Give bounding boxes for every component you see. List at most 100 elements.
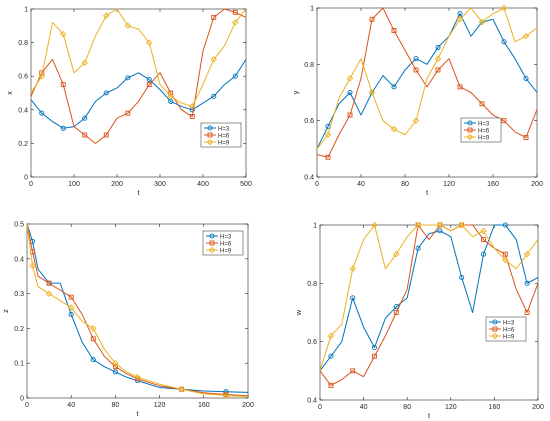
x-tick-label: 100 — [68, 181, 80, 188]
data-point — [232, 19, 239, 26]
y-tick-label: 0 — [20, 396, 24, 403]
series-2 — [316, 7, 538, 160]
x-tick-label: 80 — [401, 181, 409, 188]
y-tick-label: 0.5 — [14, 222, 24, 229]
y-axis-label: y — [291, 90, 300, 94]
axes-box — [319, 224, 539, 401]
series-line — [316, 13, 538, 150]
legend-marker — [208, 246, 216, 254]
data-point — [167, 93, 174, 100]
x-tick-label: 0 — [29, 181, 33, 188]
data-point — [501, 39, 507, 45]
data-point — [103, 90, 109, 96]
data-point — [189, 103, 196, 110]
legend-label: H=6 — [503, 327, 515, 333]
x-tick-label: 400 — [197, 181, 209, 188]
x-tick-label: 300 — [154, 181, 166, 188]
data-point — [29, 262, 36, 269]
legend-label: H=9 — [503, 334, 515, 340]
chart-panel-3: 0 40 80 120 160 200 0 0.1 0.2 0.3 0.4 0.5 t z H=3H=6H=… — [1, 222, 254, 419]
y-tick-label: 0 — [24, 175, 28, 182]
x-tick-label: 200 — [531, 181, 543, 188]
series-line — [319, 224, 539, 386]
data-point — [327, 332, 335, 340]
x-axis-label: t — [137, 188, 140, 197]
data-point — [480, 251, 487, 257]
data-point — [350, 368, 356, 374]
x-tick-label: 200 — [111, 181, 123, 188]
data-point — [393, 310, 399, 315]
data-point — [437, 228, 443, 234]
y-tick-label: 0.4 — [307, 398, 317, 405]
data-point — [372, 353, 377, 359]
series-line — [30, 8, 247, 107]
data-point — [391, 28, 397, 33]
data-point — [390, 125, 398, 133]
series-3 — [319, 221, 539, 371]
y-tick-label: 0.8 — [304, 62, 314, 69]
data-point — [371, 221, 378, 229]
series-1 — [319, 222, 539, 372]
data-point — [328, 353, 334, 359]
y-axis-label: w — [294, 309, 303, 316]
data-point — [500, 4, 508, 12]
data-point — [90, 336, 96, 342]
x-tick-label: 200 — [532, 404, 544, 411]
data-point — [168, 90, 174, 96]
data-point — [125, 75, 131, 81]
data-point — [369, 16, 375, 22]
y-tick-label: 0.2 — [14, 326, 24, 333]
data-point — [522, 32, 530, 40]
data-point — [434, 55, 442, 62]
data-point — [68, 294, 74, 300]
legend: H=3H=6H=9 — [202, 230, 244, 256]
series-2 — [319, 222, 539, 388]
data-point — [112, 359, 119, 367]
legend-marker — [207, 132, 213, 138]
legend-marker — [466, 133, 474, 141]
data-point — [60, 125, 66, 131]
y-tick-label: 1 — [24, 7, 28, 14]
data-point — [502, 256, 509, 264]
data-point — [68, 311, 74, 318]
legend-marker — [492, 326, 498, 332]
data-point — [146, 39, 153, 46]
x-tick-label: 80 — [403, 404, 411, 411]
data-point — [435, 67, 441, 73]
data-point — [350, 295, 356, 301]
data-point — [412, 117, 420, 124]
data-point — [346, 75, 354, 82]
series-line — [26, 223, 249, 393]
chart-panel-4: 0 40 80 120 160 200 0.4 0.6 0.8 1 t w H=3H=6H=9 — [294, 221, 544, 420]
x-tick-label: 160 — [489, 404, 501, 411]
legend-marker — [207, 125, 213, 131]
data-point — [481, 237, 486, 243]
data-point — [112, 364, 118, 370]
legend-label: H=6 — [218, 133, 230, 139]
legend-label: H=3 — [218, 126, 230, 132]
data-point — [211, 14, 217, 20]
data-point — [347, 89, 353, 96]
data-point — [90, 325, 97, 332]
legend-marker — [467, 127, 473, 133]
data-point — [523, 250, 531, 258]
data-point — [39, 110, 45, 116]
data-point — [146, 82, 152, 88]
series-line — [316, 7, 538, 150]
data-point — [368, 89, 376, 96]
x-tick-label: 120 — [443, 181, 455, 188]
data-point — [349, 265, 356, 272]
legend-marker — [209, 240, 215, 246]
data-point — [222, 392, 230, 399]
series-line — [319, 224, 539, 372]
x-tick-label: 160 — [487, 181, 499, 188]
x-tick-label: 120 — [445, 404, 457, 411]
legend-marker — [206, 138, 214, 146]
data-point — [523, 75, 529, 81]
y-axis-label: x — [5, 91, 14, 95]
x-tick-label: 40 — [357, 181, 365, 188]
y-tick-label: 0.6 — [18, 74, 28, 81]
y-tick-label: 0.6 — [304, 118, 314, 125]
y-tick-label: 0.8 — [307, 281, 317, 288]
